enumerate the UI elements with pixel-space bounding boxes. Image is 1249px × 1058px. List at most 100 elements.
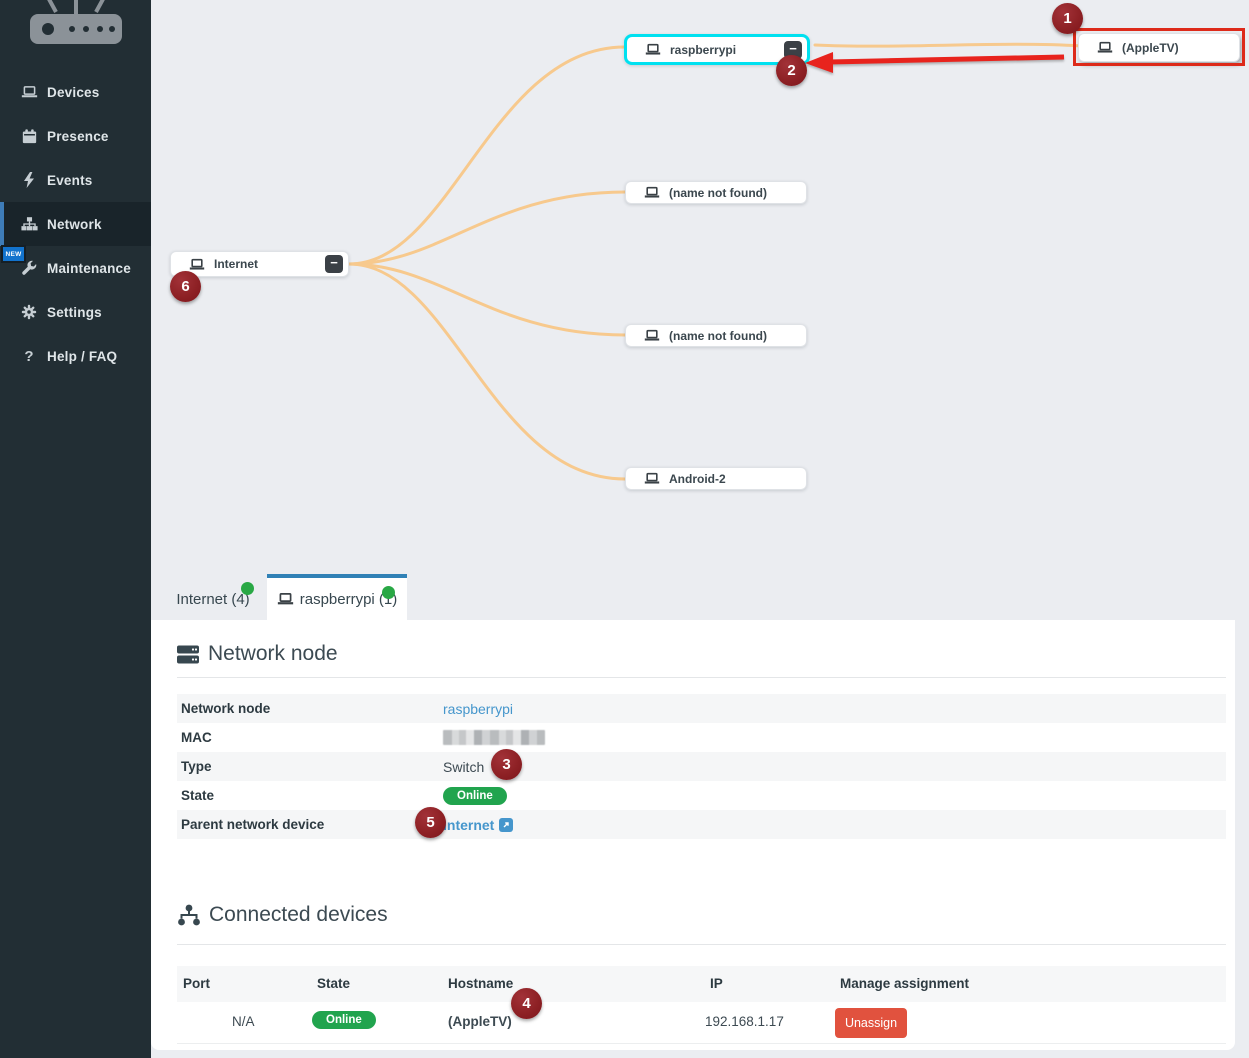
status-badge: Online (312, 1011, 376, 1029)
tab-label: raspberrypi (1) (299, 590, 398, 608)
sidebar-item-label: Maintenance (47, 260, 131, 276)
sidebar-item-network[interactable]: Network (0, 202, 151, 246)
sidebar: Devices Presence Events Network Maintena… (0, 0, 151, 1058)
annotation-marker-5: 5 (415, 807, 446, 838)
node-name-not-found-1[interactable]: (name not found) (625, 181, 807, 204)
sidebar-item-label: Events (47, 172, 93, 188)
hostname-link[interactable]: (AppleTV) (448, 1014, 512, 1029)
sitemap-icon (177, 904, 201, 926)
row-label: Type (181, 759, 212, 774)
collapse-minus-icon[interactable]: − (784, 40, 802, 59)
connected-devices-table: Port State Hostname IP Manage assignment… (177, 966, 1226, 1044)
sidebar-item-label: Settings (47, 304, 102, 320)
row-label: State (181, 788, 215, 803)
laptop-icon (20, 83, 38, 101)
laptop-icon (277, 592, 294, 606)
tab-raspberrypi[interactable]: raspberrypi (1) (267, 574, 407, 620)
network-node-section-title: Network node (177, 642, 338, 666)
type-value: Switch (443, 758, 485, 775)
sidebar-item-events[interactable]: Events (0, 158, 151, 202)
table-row: N/A Online (AppleTV) 192.168.1.17 Unassi… (177, 1002, 1226, 1044)
sidebar-item-maintenance[interactable]: Maintenance (0, 246, 151, 290)
annotation-marker-2: 2 (776, 55, 807, 86)
node-appletv[interactable]: (AppleTV) (1078, 33, 1240, 62)
node-label: (name not found) (669, 328, 767, 343)
tab-internet[interactable]: Internet (4) (165, 578, 261, 620)
table-row: Network node raspberrypi (177, 694, 1226, 723)
network-node-link[interactable]: raspberrypi (443, 700, 514, 717)
online-dot-icon (382, 586, 395, 599)
external-link-icon[interactable] (499, 817, 514, 832)
column-header: Manage assignment (840, 976, 970, 991)
node-label: (name not found) (669, 185, 767, 200)
node-label: raspberrypi (670, 42, 737, 57)
parent-device-link[interactable]: Internet (443, 816, 495, 833)
laptop-icon (644, 472, 660, 485)
sidebar-menu: Devices Presence Events Network Maintena… (0, 70, 151, 378)
sidebar-item-label: Network (47, 216, 102, 232)
node-label: Android-2 (669, 471, 726, 486)
table-row: MAC (177, 723, 1226, 752)
online-dot-icon (241, 582, 254, 595)
annotation-highlight-rect (1073, 28, 1245, 66)
question-icon: ? (24, 347, 34, 365)
laptop-icon (1097, 41, 1113, 54)
row-label: Network node (181, 701, 271, 716)
section-title: Network node (208, 642, 338, 665)
sidebar-item-label: Presence (47, 128, 109, 144)
node-internet[interactable]: Internet − (170, 251, 349, 277)
topology-links (347, 42, 1083, 481)
router-logo-icon (0, 0, 151, 46)
node-android-2[interactable]: Android-2 (625, 467, 807, 490)
node-detail-card: Network node Network node raspberrypi MA… (151, 620, 1235, 1050)
column-header: State (317, 976, 351, 991)
node-name-not-found-2[interactable]: (name not found) (625, 324, 807, 347)
annotation-marker-1: 1 (1052, 3, 1083, 34)
laptop-icon (644, 329, 660, 342)
network-node-table: Network node raspberrypi MAC Type Switch… (177, 694, 1226, 839)
sidebar-item-presence[interactable]: Presence (0, 114, 151, 158)
column-header: Hostname (448, 976, 514, 991)
collapse-minus-icon[interactable]: − (325, 255, 343, 273)
sidebar-item-settings[interactable]: Settings (0, 290, 151, 334)
table-row: Parent network device Internet (177, 810, 1226, 839)
tab-label: Internet (4) (176, 590, 250, 608)
unassign-button[interactable]: Unassign (835, 1008, 907, 1038)
laptop-icon (644, 186, 660, 199)
wrench-icon (20, 259, 38, 277)
annotation-marker-3: 3 (491, 749, 522, 780)
sidebar-item-label: Devices (47, 84, 100, 100)
table-row: State Online (177, 781, 1226, 810)
laptop-icon (645, 43, 661, 56)
annotation-arrow (805, 52, 1065, 73)
table-header-row: Port State Hostname IP Manage assignment (177, 966, 1226, 1002)
sidebar-item-label: Help / FAQ (47, 348, 118, 364)
section-title: Connected devices (209, 903, 388, 926)
divider (177, 677, 1226, 678)
gear-icon (20, 303, 38, 321)
ip-value: 192.168.1.17 (705, 1014, 784, 1029)
node-label: Internet (214, 257, 259, 271)
sidebar-item-help[interactable]: ? Help / FAQ (0, 334, 151, 378)
node-label: (AppleTV) (1122, 40, 1179, 55)
connected-devices-section-title: Connected devices (177, 903, 388, 927)
status-badge: Online (443, 786, 507, 805)
row-label: Parent network device (181, 817, 325, 832)
annotation-marker-6: 6 (170, 271, 201, 302)
annotation-marker-4: 4 (511, 988, 542, 1019)
column-header: IP (710, 976, 723, 991)
column-header: Port (183, 976, 210, 991)
server-icon (177, 644, 200, 665)
sitemap-icon (20, 215, 38, 233)
new-badge: NEW (1, 245, 26, 263)
sidebar-item-devices[interactable]: Devices (0, 70, 151, 114)
redacted-mac-value (443, 730, 545, 745)
calendar-icon (20, 127, 38, 145)
laptop-icon (189, 258, 205, 271)
divider (177, 944, 1226, 945)
port-value: N/A (232, 1014, 255, 1029)
row-label: MAC (181, 730, 212, 745)
bolt-icon (20, 171, 38, 189)
table-row: Type Switch (177, 752, 1226, 781)
network-topology-panel: Internet − raspberrypi − (name not found… (151, 0, 1249, 1058)
